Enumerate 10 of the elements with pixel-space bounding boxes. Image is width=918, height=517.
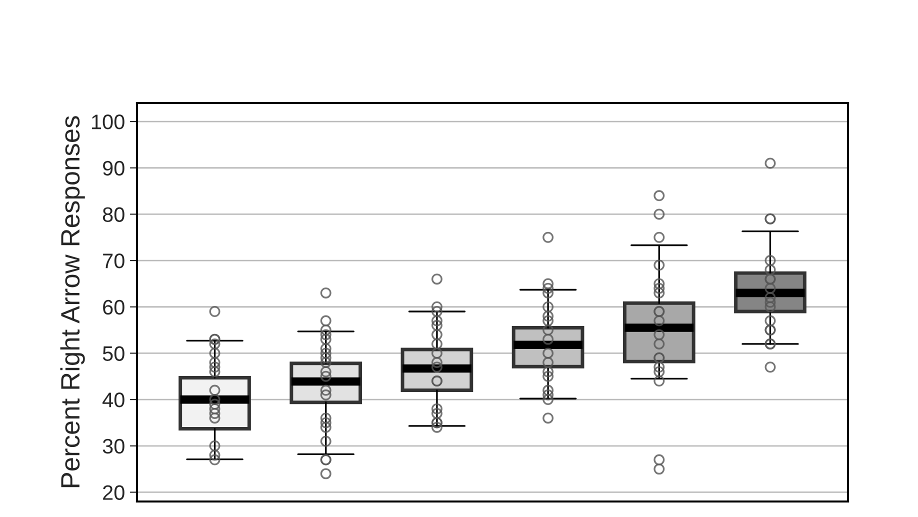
y-tick-label: 70 (103, 254, 124, 268)
y-tick-label: 50 (102, 346, 124, 361)
y-tick-label: 30 (102, 438, 124, 454)
y-tick-label: 90 (103, 160, 124, 176)
y-tick-label: 40 (102, 392, 124, 408)
y-tick-label: 60 (103, 300, 124, 315)
y-tick-label: 80 (102, 207, 124, 222)
y-tick-label: 20 (103, 485, 124, 500)
y-tick-label: 100 (92, 114, 124, 130)
y-axis-title: Percent Right Arrow Responses (60, 116, 85, 488)
